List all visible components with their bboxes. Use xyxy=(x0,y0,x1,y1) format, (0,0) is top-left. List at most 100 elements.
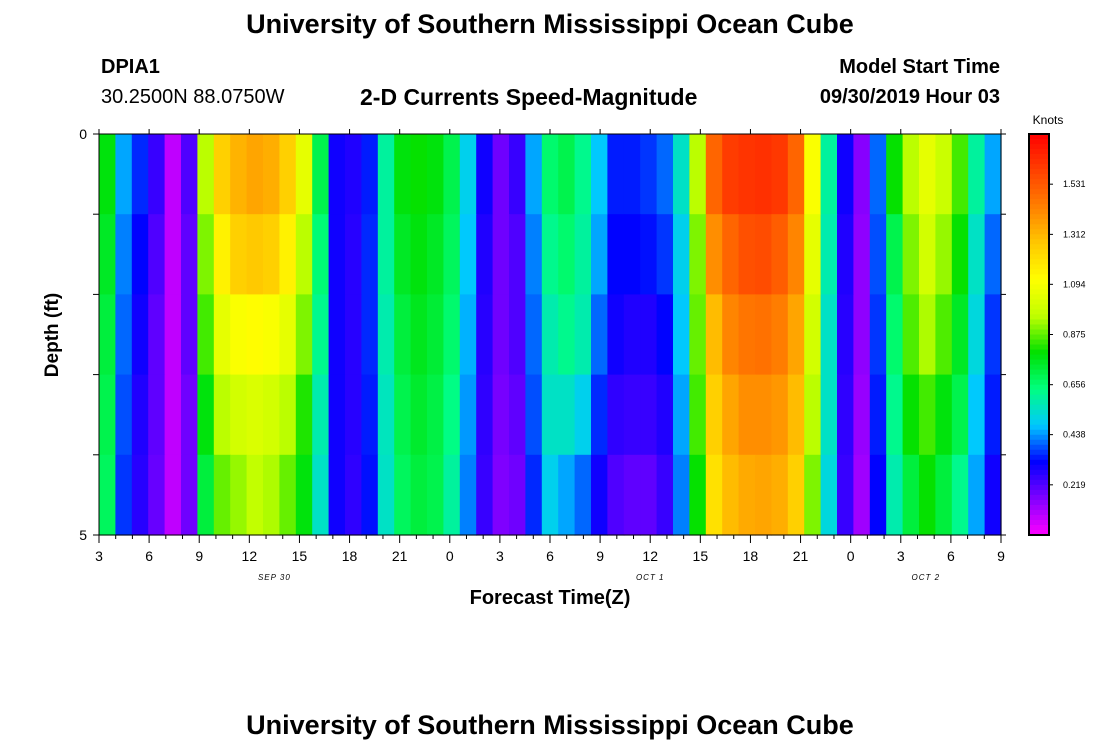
colorbar-segment xyxy=(1029,469,1049,476)
heatmap-cell xyxy=(591,134,608,215)
colorbar-segment xyxy=(1029,444,1049,451)
heatmap-cell xyxy=(427,374,444,456)
colorbar-tick-label: 0.875 xyxy=(1063,330,1086,340)
colorbar-segment xyxy=(1029,334,1049,341)
heatmap-cell xyxy=(197,454,215,536)
model-start-label: Model Start Time xyxy=(839,56,1000,78)
heatmap-cell xyxy=(213,374,231,456)
heatmap-cell xyxy=(951,214,969,295)
heatmap-cell xyxy=(164,374,182,456)
heatmap-cell xyxy=(427,134,444,215)
heatmap-cell xyxy=(509,454,526,536)
heatmap-cell xyxy=(837,134,854,215)
colorbar-segment xyxy=(1029,364,1049,371)
heatmap-cell xyxy=(394,214,412,295)
colorbar-tick-label: 0.219 xyxy=(1063,480,1086,490)
heatmap-cell xyxy=(623,454,641,536)
colorbar-segment xyxy=(1029,434,1049,441)
heatmap-cell xyxy=(476,214,494,295)
x-tick-label: 21 xyxy=(793,548,809,564)
heatmap-cell xyxy=(541,214,559,295)
heatmap-cell xyxy=(476,374,494,456)
colorbar-segment xyxy=(1029,169,1049,175)
heatmap-cell xyxy=(361,214,379,295)
heatmap-cell xyxy=(722,374,740,456)
colorbar-segment xyxy=(1029,514,1049,521)
colorbar-segment xyxy=(1029,479,1049,486)
heatmap-cell xyxy=(197,134,215,215)
heatmap-cell xyxy=(246,134,264,215)
colorbar-segment xyxy=(1029,259,1049,265)
heatmap-cell xyxy=(837,454,854,536)
heatmap-cell xyxy=(279,294,297,376)
heatmap-cell xyxy=(902,294,920,376)
colorbar-segment xyxy=(1029,454,1049,461)
colorbar-segment xyxy=(1029,224,1049,230)
heatmap-cell xyxy=(656,374,674,456)
heatmap-cell xyxy=(394,374,412,456)
colorbar-tick-label: 0.438 xyxy=(1063,430,1086,440)
colorbar-segment xyxy=(1029,504,1049,511)
heatmap-cell xyxy=(968,454,986,536)
heatmap-cell xyxy=(197,374,215,456)
heatmap-cell xyxy=(263,294,280,376)
colorbar-segment xyxy=(1029,324,1049,331)
heatmap-cell xyxy=(509,374,526,456)
date-label: OCT 1 xyxy=(636,573,665,582)
heatmap-cell xyxy=(902,214,920,295)
heatmap-cell xyxy=(246,294,264,376)
x-axis-label: Forecast Time(Z) xyxy=(470,587,631,609)
heatmap-cell xyxy=(131,294,149,376)
heatmap-cell xyxy=(738,374,756,456)
heatmap-cell xyxy=(705,454,723,536)
colorbar-segment xyxy=(1029,529,1049,536)
colorbar-segment xyxy=(1029,214,1049,220)
heatmap-cell xyxy=(919,214,936,295)
colorbar-segment xyxy=(1029,489,1049,496)
colorbar-segment xyxy=(1029,409,1049,416)
heatmap-cell xyxy=(558,294,576,376)
heatmap-cell xyxy=(230,294,248,376)
heatmap-cell xyxy=(377,454,395,536)
model-start-value: 09/30/2019 Hour 03 xyxy=(819,86,1000,108)
colorbar-tick-label: 1.094 xyxy=(1063,279,1086,289)
heatmap-cell xyxy=(574,454,592,536)
heatmap-cell xyxy=(459,374,477,456)
heatmap-cell xyxy=(541,454,559,536)
colorbar-segment xyxy=(1029,154,1049,160)
colorbar-segment xyxy=(1029,464,1049,471)
colorbar: 0.219 0.438 0.656 0.875 1.094 1.312 1.531 xyxy=(1028,133,1086,536)
heatmap-cell xyxy=(492,454,510,536)
colorbar-segment xyxy=(1029,174,1049,180)
colorbar-label: Knots xyxy=(1033,113,1064,127)
heatmap-cell xyxy=(738,294,756,376)
heatmap-cell xyxy=(509,134,526,215)
heatmap-cell xyxy=(148,454,166,536)
heatmap-cell xyxy=(377,294,395,376)
footer-title: University of Southern Mississippi Ocean… xyxy=(246,710,854,740)
heatmap-cell xyxy=(361,454,379,536)
heatmap-cell xyxy=(820,134,838,215)
colorbar-segment xyxy=(1029,234,1049,240)
colorbar-segment xyxy=(1029,484,1049,491)
y-axis: 05 xyxy=(79,126,1006,543)
colorbar-segment xyxy=(1029,294,1049,301)
heatmap-cell xyxy=(640,374,658,456)
heatmap-cell xyxy=(574,294,592,376)
heatmap-cell xyxy=(377,374,395,456)
chart-subtitle: 2-D Currents Speed-Magnitude xyxy=(360,84,698,110)
heatmap-cell xyxy=(820,214,838,295)
heatmap-cell xyxy=(312,294,330,376)
heatmap-cell xyxy=(181,294,198,376)
colorbar-segment xyxy=(1029,339,1049,346)
heatmap-cell xyxy=(771,214,789,295)
heatmap-cell xyxy=(984,214,1002,295)
colorbar-segment xyxy=(1029,424,1049,431)
heatmap-cell xyxy=(755,134,772,215)
heatmap-cell xyxy=(656,294,674,376)
heatmap-cell xyxy=(837,374,854,456)
heatmap-cell xyxy=(328,454,346,536)
heatmap-cell xyxy=(541,374,559,456)
heatmap-cell xyxy=(328,294,346,376)
colorbar-segment xyxy=(1029,279,1049,285)
